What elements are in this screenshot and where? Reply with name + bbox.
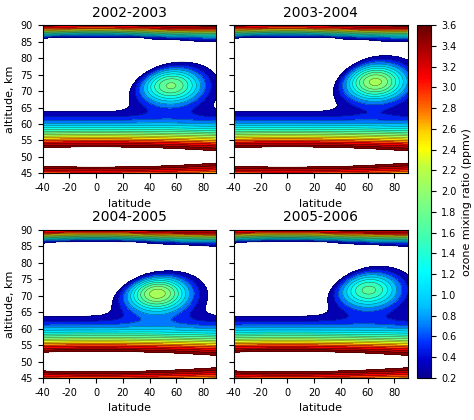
Y-axis label: altitude, km: altitude, km (5, 270, 15, 338)
Y-axis label: ozone mixing ratio (ppmv): ozone mixing ratio (ppmv) (462, 128, 472, 276)
X-axis label: latitude: latitude (108, 199, 151, 209)
Title: 2005-2006: 2005-2006 (283, 210, 358, 224)
X-axis label: latitude: latitude (108, 403, 151, 413)
Title: 2003-2004: 2003-2004 (283, 6, 358, 20)
X-axis label: latitude: latitude (299, 199, 342, 209)
X-axis label: latitude: latitude (299, 403, 342, 413)
Title: 2004-2005: 2004-2005 (92, 210, 167, 224)
Title: 2002-2003: 2002-2003 (92, 6, 167, 20)
Y-axis label: altitude, km: altitude, km (5, 66, 15, 133)
